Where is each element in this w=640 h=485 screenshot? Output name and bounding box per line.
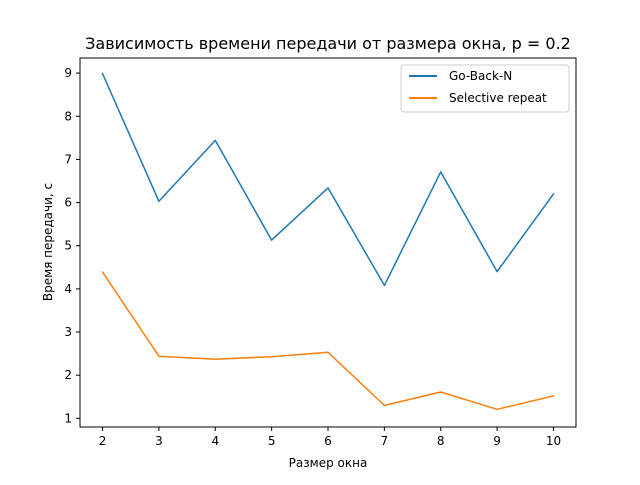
y-tick-label: 5 bbox=[64, 239, 72, 253]
x-axis-label: Размер окна bbox=[289, 456, 368, 470]
x-tick-label: 10 bbox=[546, 434, 561, 448]
x-tick-label: 9 bbox=[493, 434, 501, 448]
y-tick-label: 9 bbox=[64, 66, 72, 80]
y-tick-label: 7 bbox=[64, 152, 72, 166]
x-axis-ticks: 2 3 4 5 6 7 8 9 10 bbox=[99, 427, 561, 448]
series-layer bbox=[102, 73, 553, 409]
plot-frame bbox=[80, 58, 576, 427]
x-tick-label: 7 bbox=[381, 434, 389, 448]
x-tick-label: 5 bbox=[268, 434, 276, 448]
y-tick-label: 3 bbox=[64, 325, 72, 339]
series-line-selective-repeat bbox=[103, 272, 554, 409]
y-tick-label: 8 bbox=[64, 109, 72, 123]
y-axis-ticks: 1 2 3 4 5 6 7 8 9 bbox=[64, 66, 80, 425]
y-tick-label: 6 bbox=[64, 196, 72, 210]
x-tick-label: 3 bbox=[155, 434, 163, 448]
y-tick-label: 4 bbox=[64, 282, 72, 296]
legend-label-selective-repeat: Selective repeat bbox=[449, 91, 547, 105]
x-tick-label: 6 bbox=[324, 434, 332, 448]
legend: Go-Back-N Selective repeat bbox=[401, 65, 569, 112]
chart-title: Зависимость времени передачи от размера … bbox=[85, 34, 571, 53]
x-tick-label: 2 bbox=[99, 434, 107, 448]
x-tick-label: 4 bbox=[211, 434, 219, 448]
y-tick-label: 1 bbox=[64, 411, 72, 425]
y-axis-label: Время передачи, с bbox=[41, 183, 55, 301]
y-tick-label: 2 bbox=[64, 368, 72, 382]
legend-label-go-back-n: Go-Back-N bbox=[449, 69, 512, 83]
x-tick-label: 8 bbox=[437, 434, 445, 448]
